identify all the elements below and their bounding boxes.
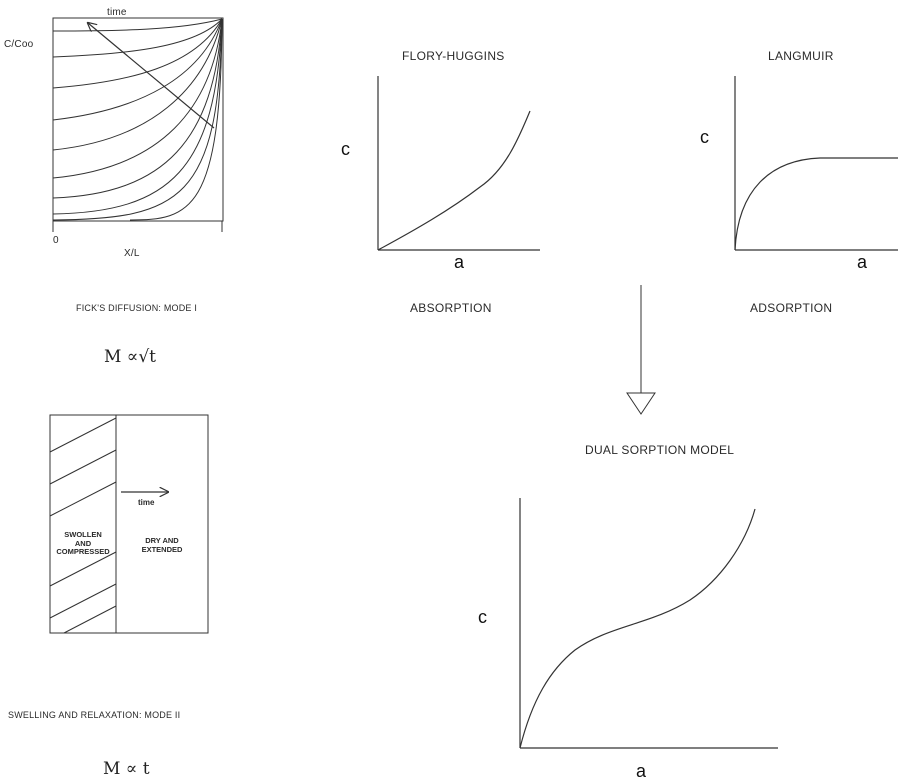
flory-huggins-plot — [377, 76, 540, 251]
fick-profile-5 — [52, 18, 223, 151]
fick-time-arrow — [88, 23, 215, 129]
dry-region-label: DRY AND EXTENDED — [141, 536, 183, 554]
fick-profile-9 — [52, 18, 223, 221]
fick-x-axis-label: X/L — [124, 248, 140, 259]
swelling-panel-frame — [49, 414, 209, 634]
lang-curve — [734, 157, 898, 251]
fick-formula: M ∝√t — [104, 347, 156, 367]
langmuir-plot — [734, 76, 898, 251]
lang-x-label: a — [857, 252, 868, 272]
fick-profile-1 — [52, 18, 223, 32]
dual-sorption-title: DUAL SORPTION MODEL — [585, 443, 735, 457]
swelling-formula: M ∝ t — [103, 759, 150, 779]
fick-profile-6 — [52, 18, 223, 179]
fh-curve — [377, 110, 531, 251]
lang-caption: ADSORPTION — [750, 301, 833, 315]
swollen-region-label: SWOLLEN AND COMPRESSED — [56, 530, 110, 557]
ds-x-label: a — [636, 761, 647, 781]
fh-y-label: c — [341, 139, 350, 159]
swelling-time-label: time — [138, 498, 155, 507]
fick-profile-3 — [52, 18, 223, 89]
dual-sorption-plot — [519, 498, 778, 749]
combine-arrow — [626, 285, 656, 415]
fick-plot-frame — [52, 17, 224, 222]
fh-caption: ABSORPTION — [410, 301, 492, 315]
flory-huggins-title: FLORY-HUGGINS — [402, 49, 505, 63]
ds-curve — [519, 508, 756, 749]
fick-time-label: time — [107, 7, 127, 18]
fick-profile-2 — [52, 18, 223, 58]
fick-caption: FICK'S DIFFUSION: MODE I — [76, 303, 198, 313]
swollen-hatching — [49, 417, 117, 634]
fick-y-axis-label: C/Coo — [4, 39, 34, 50]
swelling-caption: SWELLING AND RELAXATION: MODE II — [8, 710, 181, 720]
fick-profile-4 — [52, 18, 223, 121]
langmuir-title: LANGMUIR — [768, 49, 834, 63]
fick-x-origin-label: 0 — [53, 235, 59, 246]
ds-y-label: c — [478, 607, 487, 627]
fick-profile-10 — [129, 18, 223, 221]
fh-x-label: a — [454, 252, 465, 272]
fick-profile-7 — [52, 18, 223, 199]
lang-y-label: c — [700, 127, 709, 147]
fick-profile-8 — [52, 18, 223, 215]
fick-profile-curves — [52, 18, 223, 221]
